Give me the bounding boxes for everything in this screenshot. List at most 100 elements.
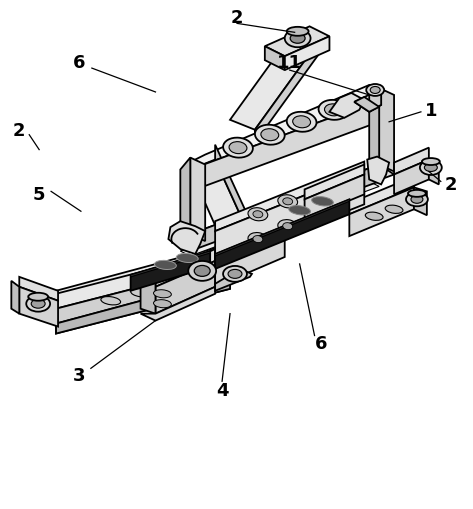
- Polygon shape: [180, 158, 190, 251]
- Ellipse shape: [324, 105, 342, 117]
- Ellipse shape: [228, 270, 242, 279]
- Polygon shape: [215, 172, 364, 264]
- Ellipse shape: [293, 117, 311, 128]
- Ellipse shape: [160, 281, 180, 290]
- Text: 4: 4: [216, 381, 228, 400]
- Ellipse shape: [289, 206, 310, 215]
- Text: 5: 5: [33, 186, 45, 204]
- Polygon shape: [305, 165, 364, 200]
- Polygon shape: [215, 162, 364, 232]
- Polygon shape: [215, 220, 285, 262]
- Polygon shape: [265, 47, 285, 71]
- Polygon shape: [394, 148, 429, 175]
- Polygon shape: [190, 158, 205, 242]
- Polygon shape: [354, 91, 381, 112]
- Polygon shape: [215, 200, 350, 257]
- Polygon shape: [255, 41, 319, 144]
- Text: 3: 3: [73, 366, 85, 384]
- Ellipse shape: [253, 211, 263, 218]
- Polygon shape: [180, 182, 379, 257]
- Polygon shape: [56, 249, 230, 309]
- Ellipse shape: [366, 85, 384, 97]
- Ellipse shape: [287, 112, 316, 132]
- Polygon shape: [369, 89, 381, 112]
- Ellipse shape: [285, 30, 311, 48]
- Polygon shape: [190, 165, 379, 251]
- Ellipse shape: [406, 193, 428, 207]
- Ellipse shape: [155, 261, 176, 270]
- Ellipse shape: [365, 213, 383, 221]
- Ellipse shape: [283, 199, 293, 206]
- Polygon shape: [350, 177, 414, 215]
- Text: 2: 2: [445, 176, 457, 194]
- Ellipse shape: [278, 195, 298, 209]
- Polygon shape: [19, 277, 58, 301]
- Polygon shape: [429, 160, 439, 185]
- Polygon shape: [56, 264, 230, 324]
- Ellipse shape: [290, 34, 305, 44]
- Polygon shape: [330, 94, 364, 119]
- Polygon shape: [350, 188, 414, 237]
- Ellipse shape: [223, 266, 247, 282]
- Polygon shape: [190, 101, 379, 192]
- Polygon shape: [265, 27, 330, 57]
- Text: 2: 2: [231, 9, 243, 27]
- Polygon shape: [131, 251, 210, 277]
- Ellipse shape: [424, 164, 438, 172]
- Ellipse shape: [312, 197, 333, 207]
- Ellipse shape: [154, 290, 171, 298]
- Polygon shape: [379, 89, 394, 172]
- Ellipse shape: [31, 300, 45, 308]
- Polygon shape: [56, 277, 230, 334]
- Polygon shape: [414, 188, 427, 216]
- Polygon shape: [190, 160, 255, 260]
- Ellipse shape: [370, 88, 380, 94]
- Polygon shape: [56, 245, 230, 334]
- Polygon shape: [156, 249, 215, 287]
- Polygon shape: [230, 31, 319, 130]
- Polygon shape: [190, 165, 394, 245]
- Polygon shape: [131, 251, 210, 291]
- Ellipse shape: [411, 196, 423, 204]
- Polygon shape: [215, 269, 252, 291]
- Ellipse shape: [194, 266, 210, 277]
- Ellipse shape: [420, 161, 442, 176]
- Ellipse shape: [253, 236, 263, 243]
- Text: 6: 6: [73, 54, 85, 72]
- Polygon shape: [354, 98, 379, 112]
- Ellipse shape: [101, 297, 121, 305]
- Polygon shape: [369, 86, 379, 182]
- Ellipse shape: [255, 126, 285, 146]
- Ellipse shape: [248, 208, 268, 221]
- Ellipse shape: [283, 223, 293, 230]
- Ellipse shape: [26, 296, 50, 312]
- Polygon shape: [367, 157, 389, 185]
- Polygon shape: [19, 287, 58, 327]
- Text: 1: 1: [425, 102, 437, 120]
- Ellipse shape: [188, 262, 216, 281]
- Ellipse shape: [223, 138, 253, 158]
- Polygon shape: [215, 232, 285, 287]
- Ellipse shape: [287, 28, 308, 37]
- Text: 11: 11: [277, 54, 302, 72]
- Ellipse shape: [261, 129, 279, 142]
- Ellipse shape: [154, 300, 171, 308]
- Ellipse shape: [318, 101, 348, 121]
- Polygon shape: [140, 287, 215, 321]
- Polygon shape: [195, 86, 379, 170]
- Ellipse shape: [422, 159, 440, 166]
- Ellipse shape: [408, 190, 426, 197]
- Ellipse shape: [385, 206, 403, 214]
- Polygon shape: [215, 200, 350, 269]
- Polygon shape: [215, 146, 255, 247]
- Polygon shape: [156, 262, 215, 314]
- Text: 6: 6: [315, 335, 328, 353]
- Ellipse shape: [28, 293, 48, 301]
- Ellipse shape: [176, 254, 198, 263]
- Ellipse shape: [278, 220, 298, 233]
- Ellipse shape: [248, 233, 268, 246]
- Polygon shape: [190, 101, 394, 180]
- Polygon shape: [168, 222, 205, 254]
- Ellipse shape: [229, 143, 247, 154]
- Polygon shape: [305, 175, 364, 220]
